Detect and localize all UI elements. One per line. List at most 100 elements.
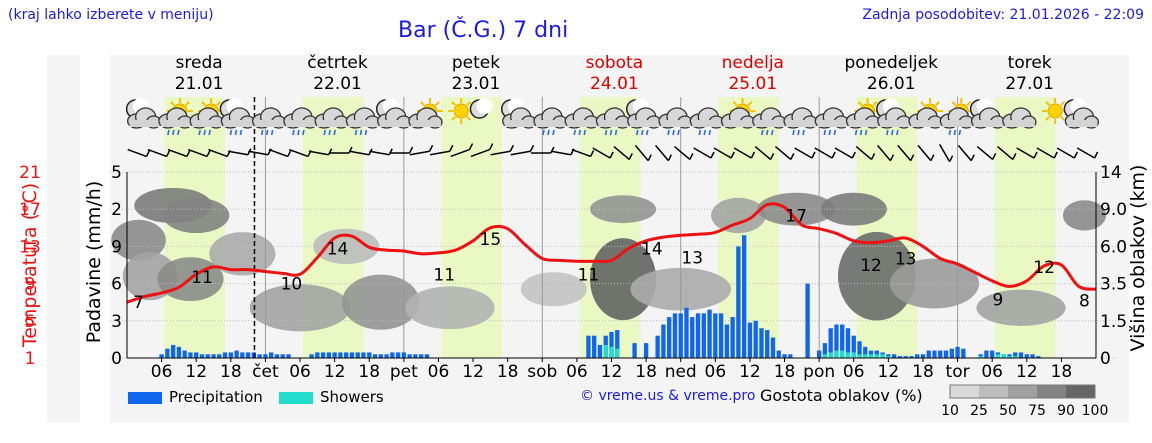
precipitation-bar	[280, 354, 285, 358]
sun-icon	[448, 98, 475, 124]
precipitation-bar	[315, 352, 320, 358]
day-date: 21.01	[175, 74, 224, 94]
wind-shaft	[1076, 147, 1095, 159]
cloud-blob	[249, 284, 351, 332]
precipitation-bar	[592, 335, 597, 358]
day-date: 25.01	[728, 74, 777, 94]
wind-barb	[188, 148, 211, 158]
cloud-moon-icon	[125, 98, 162, 129]
temperature-tick: 9	[25, 275, 36, 295]
region-note[interactable]: (kraj lahko izberete v meniju)	[8, 7, 214, 23]
wind-shaft	[855, 145, 872, 161]
x-tick-label: 06	[843, 362, 865, 382]
precipitation-bar	[707, 309, 712, 358]
x-tick-label: 06	[981, 362, 1003, 382]
temperature-label: 11	[578, 265, 600, 285]
cloud-rain-icon	[283, 107, 318, 136]
temperature-label: 8	[1079, 291, 1090, 311]
wind-shaft	[693, 147, 712, 159]
precipitation-bar	[1018, 352, 1024, 358]
cloud-base	[598, 120, 629, 127]
x-axis-ticks: 06 12 18 čet 06 12 18 pet 06 12 18 sob 06 12 18 ned 06 12…	[151, 358, 1072, 382]
wind-barb	[654, 144, 673, 162]
credit-link[interactable]: © vreme.us & vreme.pro	[580, 388, 756, 404]
wind-barb	[613, 145, 633, 161]
showers-bar	[857, 354, 862, 358]
cloud-base	[692, 120, 723, 127]
sun-ray	[966, 101, 972, 107]
precipitation-bar	[320, 352, 326, 358]
precipitation-bar	[834, 324, 839, 358]
cloud-scale-frame	[949, 384, 1096, 399]
sun-cloud-rain-icon	[158, 98, 193, 136]
sun-ray	[434, 101, 440, 107]
cloud-base	[254, 120, 285, 127]
precipitation-bar	[182, 350, 187, 358]
wind-barb	[389, 146, 414, 154]
showers-bar	[868, 354, 874, 358]
wind-barb	[634, 144, 652, 162]
wind-shaft	[917, 144, 932, 162]
cloud-moon-icon	[1063, 98, 1100, 129]
precipitation-tick: 9	[111, 237, 122, 257]
wind-barb	[268, 148, 292, 158]
wind-barb	[167, 148, 191, 158]
sun-ray	[466, 101, 472, 107]
cloud-base	[661, 120, 692, 127]
precipitation-bar	[765, 330, 770, 358]
x-tick-label: 12	[739, 362, 761, 382]
cloud-base	[192, 120, 223, 127]
rain-drop	[635, 129, 639, 136]
wind-shaft	[713, 147, 732, 159]
cloud-base	[379, 120, 410, 127]
precipitation-bar	[609, 331, 614, 358]
wind-feather	[186, 150, 191, 157]
precipitation-bar	[897, 356, 903, 358]
temperature-label: 12	[860, 256, 882, 276]
wind-shaft	[1056, 147, 1075, 159]
rain-drop	[703, 129, 707, 136]
wind-shaft	[127, 148, 147, 158]
sun-ray	[951, 101, 957, 107]
x-tick-label: čet	[252, 362, 279, 382]
precipitation-bar	[851, 335, 856, 358]
wind-barb	[855, 145, 876, 161]
x-tick-label: 12	[601, 362, 623, 382]
precipitation-bar	[845, 328, 851, 358]
precipitation-bar	[245, 352, 251, 358]
wind-feather	[811, 151, 816, 159]
x-tick-label: 06	[289, 362, 311, 382]
precipitation-bar	[822, 343, 828, 358]
precipitation-bar	[915, 354, 920, 358]
precipitation-bar	[349, 352, 355, 358]
cloud-height-tick: 3.5	[1100, 275, 1127, 295]
cloud-base	[911, 120, 942, 127]
rain-drop	[953, 129, 957, 136]
precipitation-bar	[932, 350, 937, 358]
sun-ray	[420, 101, 426, 107]
wind-shaft	[774, 145, 792, 161]
rain-drop	[547, 129, 550, 136]
wind-feather	[689, 153, 694, 160]
cloud-base	[879, 120, 910, 127]
wind-barb	[774, 145, 795, 161]
precipitation-bar	[326, 352, 332, 358]
precipitation-bar	[955, 346, 960, 358]
precipitation-bar	[407, 354, 412, 358]
temperature-axis-title: Temperatura (°C)	[19, 183, 41, 348]
precipitation-tick: 5	[111, 163, 122, 183]
wind-barb	[897, 144, 915, 162]
wind-feather	[509, 144, 514, 152]
wind-shaft	[654, 144, 669, 162]
precipitation-tick: 0	[111, 349, 122, 369]
precipitation-bar	[240, 352, 245, 358]
precipitation-bar	[684, 307, 689, 358]
rain-drop	[948, 129, 952, 136]
cloud-base	[942, 120, 973, 127]
rain-drop	[761, 129, 764, 136]
showers-bar	[851, 352, 856, 358]
wind-shaft	[450, 148, 470, 158]
rain-drop	[645, 129, 649, 136]
day-date: 27.01	[1005, 74, 1054, 94]
precipitation-bar	[718, 313, 724, 358]
